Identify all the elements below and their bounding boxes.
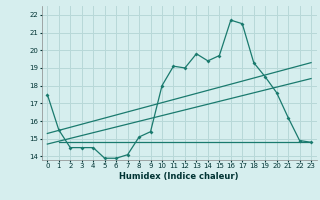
X-axis label: Humidex (Indice chaleur): Humidex (Indice chaleur) — [119, 172, 239, 181]
